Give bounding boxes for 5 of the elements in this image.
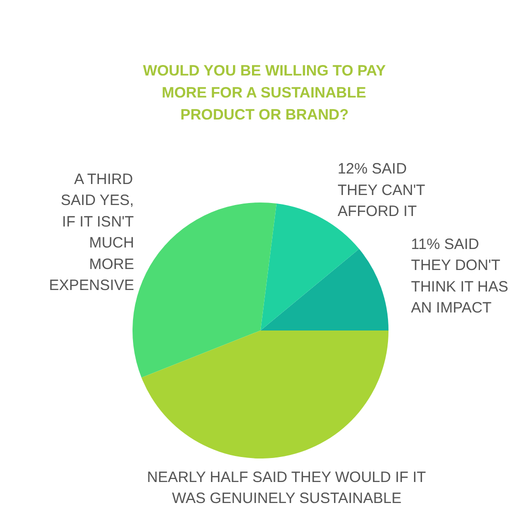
- slice-label: 11% SAID THEY DON'T THINK IT HAS AN IMPACT: [411, 236, 508, 317]
- slice-label: 12% SAID THEY CAN'T AFFORD IT: [338, 160, 426, 220]
- slice-label: A THIRD SAID YES, IF IT ISN'T MUCH MORE EXPENSIVE: [49, 170, 134, 294]
- slice-label: NEARLY HALF SAID THEY WOULD IF IT WAS GENUINELY SUSTAINABLE: [147, 468, 426, 508]
- chart-title: WOULD YOU BE WILLING TO PAY MORE FOR A SUSTAINABLE PRODUCT OR BRAND?: [142, 62, 386, 124]
